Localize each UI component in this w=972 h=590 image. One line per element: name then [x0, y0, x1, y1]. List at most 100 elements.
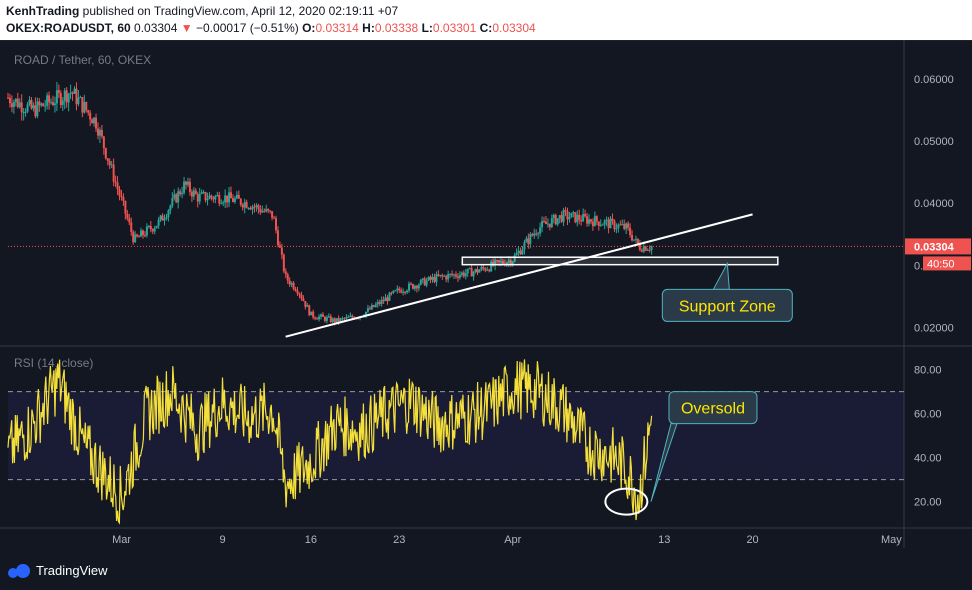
candle	[458, 271, 461, 280]
candle-body	[194, 190, 197, 195]
candle-body	[470, 268, 473, 277]
candle	[48, 91, 51, 110]
countdown-label: 40:50	[927, 258, 955, 270]
candle	[124, 200, 127, 220]
candle-body	[382, 299, 385, 302]
candle	[34, 97, 37, 119]
candle-body	[572, 212, 575, 214]
candle	[388, 291, 391, 302]
candle-body	[261, 210, 264, 213]
publish-info: KenhTrading published on TradingView.com…	[6, 4, 398, 18]
candle	[185, 180, 188, 190]
candle-body	[155, 225, 158, 229]
candle-body	[102, 136, 105, 149]
candle-body	[188, 181, 191, 192]
candle	[167, 209, 170, 222]
candle-body	[118, 189, 121, 196]
candle	[562, 207, 565, 227]
candle-body	[212, 197, 215, 200]
candle	[431, 273, 434, 283]
candle	[116, 176, 119, 195]
time-axis-tick: 20	[746, 534, 758, 546]
candle	[439, 274, 442, 278]
candle-body	[541, 221, 544, 228]
candle-body	[349, 315, 352, 317]
candle	[67, 92, 70, 112]
candle-body	[44, 105, 47, 107]
candle	[28, 96, 31, 107]
candle	[409, 282, 412, 286]
candle-body	[169, 205, 172, 211]
candle-body	[306, 305, 309, 307]
candle	[282, 253, 285, 274]
candle-body	[140, 230, 143, 237]
candle-body	[226, 195, 229, 203]
candle-body	[548, 223, 551, 228]
candle-body	[126, 213, 129, 219]
candle	[26, 101, 29, 114]
candle	[290, 281, 293, 288]
candle	[523, 239, 526, 255]
candle-body	[484, 268, 487, 271]
candle	[204, 191, 207, 203]
time-axis-tick: 23	[393, 534, 405, 546]
author-name[interactable]: KenhTrading	[6, 4, 80, 18]
candle-body	[447, 274, 450, 280]
candle	[584, 209, 587, 218]
candle-body	[18, 102, 21, 108]
countdown-label-bg	[923, 256, 971, 271]
candle	[316, 316, 319, 320]
candle-body	[186, 181, 189, 185]
candle-body	[544, 221, 547, 225]
candle-body	[316, 318, 319, 320]
candle	[372, 304, 375, 308]
candle	[87, 109, 90, 116]
candle-body	[603, 220, 606, 225]
candle	[435, 271, 438, 287]
candle	[59, 90, 62, 109]
candle	[441, 273, 444, 280]
candle	[548, 223, 551, 231]
candle-body	[533, 233, 536, 236]
candle-body	[190, 191, 193, 197]
candle	[454, 271, 457, 279]
footer-brand[interactable]: TradingView	[36, 563, 108, 578]
candle	[186, 177, 189, 187]
candle-body	[535, 233, 538, 235]
candle	[206, 192, 209, 206]
candle	[271, 211, 274, 221]
candle	[16, 92, 19, 109]
candle-body	[167, 210, 170, 218]
candle-body	[499, 261, 502, 263]
candle-body	[488, 269, 491, 272]
candle-body	[632, 239, 635, 241]
candle	[222, 200, 225, 207]
candle-body	[323, 316, 326, 321]
candle-body	[431, 276, 434, 280]
candle-body	[87, 110, 90, 113]
candle-body	[433, 276, 436, 283]
candle-body	[278, 245, 281, 248]
candle-body	[130, 222, 133, 232]
candle-body	[53, 103, 56, 105]
candle-body	[609, 218, 612, 229]
candle	[169, 204, 172, 215]
candle-body	[239, 198, 242, 205]
candle	[517, 246, 520, 256]
candle	[255, 203, 258, 212]
candle-body	[597, 221, 600, 226]
candle	[589, 218, 592, 225]
candle-body	[110, 164, 113, 166]
candle-body	[445, 275, 448, 280]
candle-body	[247, 208, 250, 210]
candle	[588, 214, 591, 227]
candle	[106, 158, 109, 166]
tradingview-logo-icon	[8, 563, 30, 578]
candle-body	[179, 191, 182, 195]
chart-canvas[interactable]: 0.060000.050000.040000.030000.02000ROAD …	[0, 40, 972, 558]
candle	[466, 268, 469, 277]
last-price: 0.03304	[134, 21, 178, 35]
candle-body	[10, 103, 13, 108]
candle	[384, 293, 387, 302]
candle	[550, 214, 553, 229]
